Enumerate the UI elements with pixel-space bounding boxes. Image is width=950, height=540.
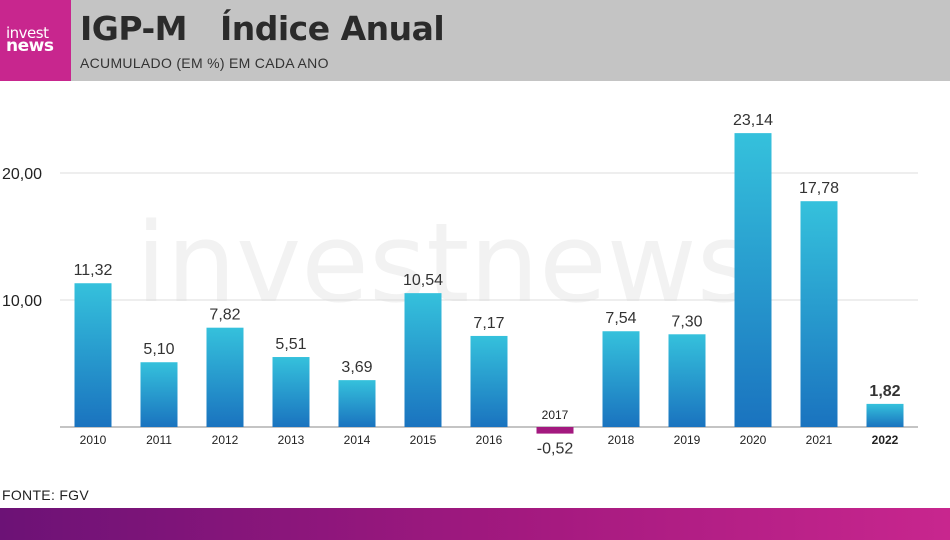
bar-2018 <box>602 331 640 427</box>
x-tick-label-2014: 2014 <box>344 433 371 447</box>
value-label-2017: -0,52 <box>537 441 574 458</box>
logo-text-news: news <box>6 36 54 56</box>
x-tick-label-2013: 2013 <box>278 433 305 447</box>
bar-2019 <box>668 334 706 427</box>
bar-2012 <box>206 327 244 427</box>
x-tick-label-2022: 2022 <box>872 433 899 447</box>
bar-2022 <box>866 403 904 427</box>
value-label-2014: 3,69 <box>341 359 372 376</box>
value-label-2016: 7,17 <box>473 315 504 332</box>
x-tick-label-2010: 2010 <box>80 433 107 447</box>
source-note: FONTE: FGV <box>2 487 89 503</box>
x-tick-label-2012: 2012 <box>212 433 239 447</box>
value-label-2010: 11,32 <box>74 262 113 279</box>
bar-2011 <box>140 362 178 427</box>
value-label-2022: 1,82 <box>869 383 900 400</box>
value-label-2020: 23,14 <box>733 112 773 129</box>
bar-2016 <box>470 335 508 427</box>
x-tick-label-2018: 2018 <box>608 433 635 447</box>
x-tick-label-2020: 2020 <box>740 433 767 447</box>
logo-text-invest: invest <box>6 24 49 42</box>
footer-gradient-bar <box>0 508 950 540</box>
x-tick-label-2017: 2017 <box>542 408 569 422</box>
investnews-logo[interactable]: invest news <box>0 0 71 81</box>
value-label-2012: 7,82 <box>209 307 240 324</box>
x-tick-label-2015: 2015 <box>410 433 437 447</box>
value-label-2019: 7,30 <box>671 313 702 330</box>
bar-2015 <box>404 293 442 427</box>
chart-title: IGP-M Índice Anual <box>80 9 445 48</box>
bar-2021 <box>800 201 838 427</box>
bar-2014 <box>338 380 376 427</box>
value-label-2013: 5,51 <box>275 336 306 353</box>
watermark-text: investnews <box>136 199 754 327</box>
value-label-2018: 7,54 <box>605 310 636 327</box>
y-tick-label: 20,00 <box>2 166 42 183</box>
x-tick-label-2021: 2021 <box>806 433 833 447</box>
bar-chart: investnews 10,00 20,00 11,32 2010 5,10 2011 7… <box>2 112 918 458</box>
value-label-2021: 17,78 <box>799 180 839 197</box>
x-tick-label-2016: 2016 <box>476 433 503 447</box>
x-tick-label-2011: 2011 <box>146 433 172 447</box>
value-label-2011: 5,10 <box>143 341 174 358</box>
bar-2013 <box>272 357 310 427</box>
x-tick-label-2019: 2019 <box>674 433 701 447</box>
bar-2020 <box>734 133 772 427</box>
value-label-2015: 10,54 <box>403 272 443 289</box>
bar-2017 <box>536 427 574 434</box>
bar-2010 <box>74 283 112 427</box>
chart-subtitle: ACUMULADO (EM %) EM CADA ANO <box>80 55 329 71</box>
header-bar: invest news IGP-M Índice Anual ACUMULADO… <box>0 0 950 81</box>
y-tick-label: 10,00 <box>2 293 42 310</box>
